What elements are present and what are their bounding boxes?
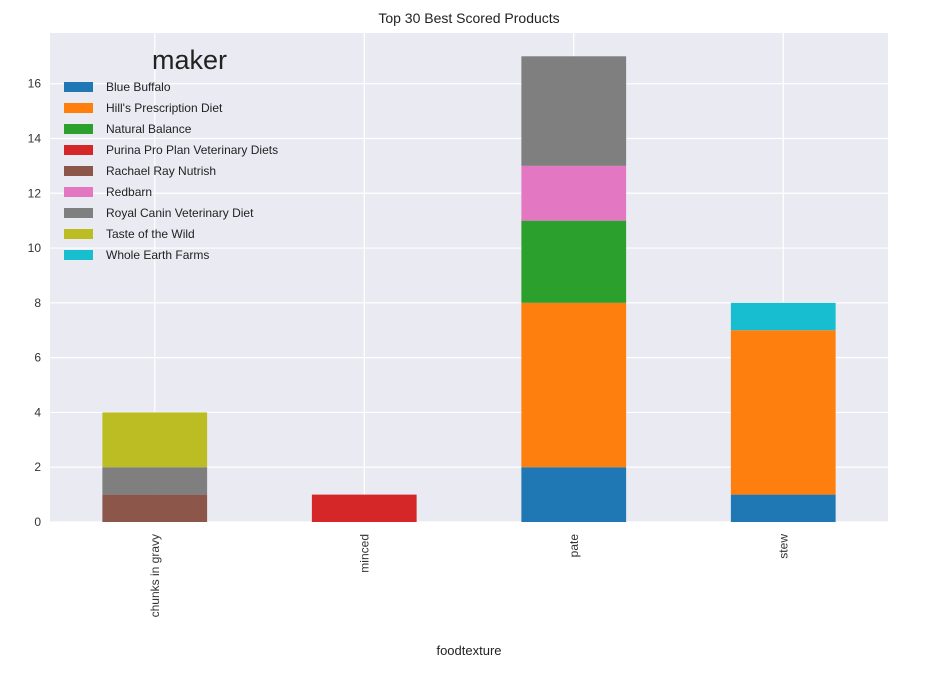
y-tick-label: 8 — [34, 296, 41, 310]
y-tick-label: 16 — [28, 77, 42, 91]
legend-title: maker — [152, 45, 227, 75]
bar-segment — [521, 165, 627, 221]
x-tick-label: minced — [357, 534, 371, 573]
bar-segment — [311, 494, 417, 522]
x-tick-label: stew — [776, 534, 790, 559]
legend-label: Purina Pro Plan Veterinary Diets — [106, 143, 278, 157]
legend-swatch — [64, 250, 93, 260]
bar-segment — [521, 56, 627, 166]
legend-item: Royal Canin Veterinary Diet — [64, 206, 254, 220]
legend-swatch — [64, 82, 93, 92]
y-tick-label: 12 — [28, 186, 42, 200]
y-tick-label: 10 — [28, 241, 42, 255]
legend-label: Rachael Ray Nutrish — [106, 164, 216, 178]
bars — [102, 56, 836, 522]
legend-item: Redbarn — [64, 185, 152, 199]
y-tick-label: 14 — [28, 131, 42, 145]
legend-item: Rachael Ray Nutrish — [64, 164, 216, 178]
y-tick-label: 0 — [34, 515, 41, 529]
bar-segment — [102, 494, 208, 522]
bar-segment — [730, 494, 836, 522]
legend-item: Blue Buffalo — [64, 80, 171, 94]
legend-swatch — [64, 145, 93, 155]
legend-swatch — [64, 124, 93, 134]
bar-segment — [730, 330, 836, 495]
legend-item: Whole Earth Farms — [64, 248, 209, 262]
bar-segment — [521, 467, 627, 522]
legend-label: Whole Earth Farms — [106, 248, 209, 262]
legend-item: Purina Pro Plan Veterinary Diets — [64, 143, 278, 157]
bar-segment — [730, 302, 836, 331]
bar-segment — [521, 302, 627, 468]
y-axis: 0 2 4 6 8 10 12 14 16 — [28, 77, 42, 529]
legend-item: Natural Balance — [64, 122, 192, 136]
bar-segment — [102, 467, 208, 495]
x-tick-label: pate — [567, 534, 581, 558]
y-tick-label: 6 — [34, 351, 41, 365]
bar-segment — [102, 412, 208, 468]
legend-label: Blue Buffalo — [106, 80, 171, 94]
legend-label: Taste of the Wild — [106, 227, 195, 241]
legend-label: Hill's Prescription Diet — [106, 101, 223, 115]
bar-segment — [521, 220, 627, 303]
legend: maker Blue Buffalo Hill's Prescription Di… — [64, 45, 278, 262]
y-tick-label: 4 — [34, 405, 41, 419]
legend-swatch — [64, 229, 93, 239]
legend-swatch — [64, 103, 93, 113]
legend-item: Taste of the Wild — [64, 227, 195, 241]
x-tick-label: chunks in gravy — [148, 534, 162, 617]
legend-item: Hill's Prescription Diet — [64, 101, 223, 115]
legend-swatch — [64, 166, 93, 176]
legend-label: Natural Balance — [106, 122, 192, 136]
legend-label: Redbarn — [106, 185, 152, 199]
x-axis-label: foodtexture — [436, 643, 501, 658]
chart-title: Top 30 Best Scored Products — [378, 10, 559, 26]
legend-swatch — [64, 208, 93, 218]
legend-label: Royal Canin Veterinary Diet — [106, 206, 254, 220]
legend-swatch — [64, 187, 93, 197]
y-tick-label: 2 — [34, 460, 41, 474]
x-axis: chunks in gravy minced pate stew — [148, 534, 791, 618]
